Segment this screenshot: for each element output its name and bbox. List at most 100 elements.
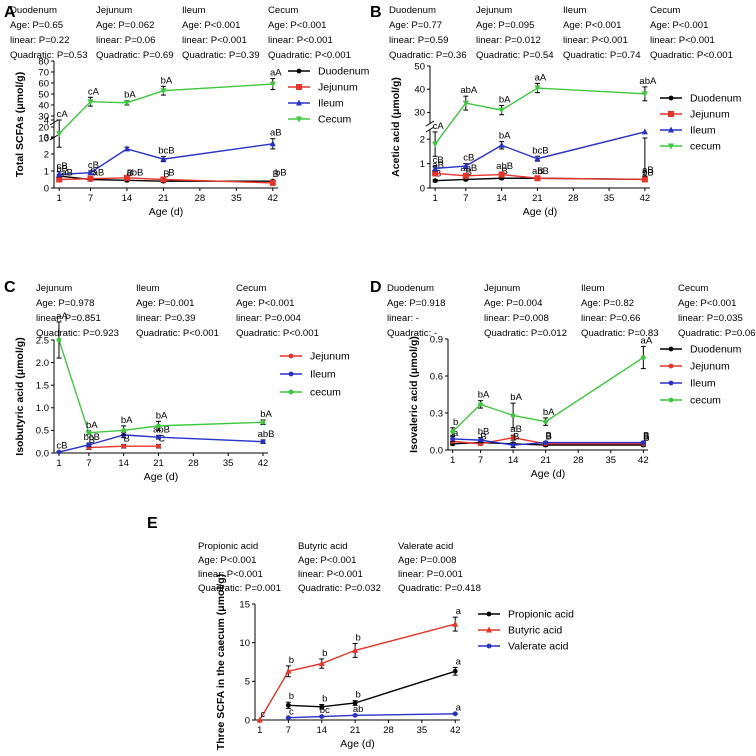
significance-label: bcB bbox=[84, 432, 100, 443]
significance-label: cA bbox=[57, 109, 69, 120]
x-tick-label: 28 bbox=[195, 193, 206, 204]
data-point bbox=[352, 700, 358, 706]
x-tick-label: 35 bbox=[231, 193, 242, 204]
stat-linear: linear: P<0.001 bbox=[268, 35, 333, 46]
significance-label: B bbox=[480, 432, 486, 443]
significance-label: bB bbox=[56, 163, 68, 174]
x-tick-label: 14 bbox=[496, 193, 507, 204]
series-ileum: bB B B B bbox=[450, 427, 650, 449]
stat-quad: Quadratic: P=0.032 bbox=[298, 583, 381, 594]
significance-label: bA bbox=[260, 409, 272, 420]
x-tick-label: 1 bbox=[450, 455, 455, 466]
legend-entry: Ileum bbox=[660, 378, 716, 390]
data-point bbox=[452, 711, 458, 717]
data-point bbox=[432, 178, 438, 184]
significance-label: B bbox=[643, 430, 649, 441]
stat-quad: Quadratic: - bbox=[387, 328, 437, 339]
data-point bbox=[269, 179, 276, 186]
data-point bbox=[534, 155, 541, 162]
stat-linear: linear: P=0.66 bbox=[581, 313, 640, 324]
panel-letter: B bbox=[370, 4, 382, 21]
significance-label: aB bbox=[510, 424, 522, 435]
y-tick-label: 70 bbox=[38, 67, 49, 78]
stat-quad: Quadratic: P=0.69 bbox=[96, 50, 174, 61]
legend-marker bbox=[668, 346, 674, 352]
significance-label: a bbox=[456, 606, 462, 617]
panel-d: D 1 7 14 21 28 35 42 0.0 0.3 0.6 0.9 Age (d) Isovaler… bbox=[370, 279, 742, 480]
significance-label: bcB bbox=[532, 145, 548, 156]
stat-age: Age: P=0.062 bbox=[96, 20, 154, 31]
data-point bbox=[640, 440, 646, 445]
stat-age: Age: P=0.77 bbox=[389, 20, 442, 31]
significance-label: bA bbox=[543, 407, 555, 418]
y-tick-label: 0.0 bbox=[36, 448, 49, 459]
data-point bbox=[432, 170, 439, 177]
stat-group: Duodenum bbox=[389, 5, 436, 16]
legend-marker bbox=[296, 68, 302, 74]
x-tick-label: 21 bbox=[540, 455, 551, 466]
data-point bbox=[121, 443, 127, 449]
legend-label: Ileum bbox=[318, 98, 344, 110]
y-tick-label: 2 bbox=[44, 149, 49, 160]
stat-age: Age: P=0.65 bbox=[10, 20, 63, 31]
legend-entry: Jejunum bbox=[280, 351, 350, 363]
data-point bbox=[160, 88, 167, 95]
y-tick-label: 30 bbox=[38, 111, 49, 122]
x-tick-label: 28 bbox=[568, 193, 579, 204]
stat-age: Age: P=0.095 bbox=[476, 20, 534, 31]
legend-entry: Jejunum bbox=[660, 361, 730, 373]
x-tick-label: 7 bbox=[88, 193, 93, 204]
significance-label: cB bbox=[88, 160, 99, 171]
x-tick-label: 35 bbox=[604, 193, 615, 204]
legend-entry: Duodenum bbox=[660, 93, 742, 105]
stat-linear: linear: P=0.012 bbox=[476, 35, 541, 46]
data-point bbox=[56, 131, 63, 138]
significance-label: aA bbox=[535, 72, 547, 83]
x-tick-label: 42 bbox=[640, 193, 651, 204]
stat-age: Age: P<0.001 bbox=[198, 555, 256, 566]
stat-age: Age: P<0.001 bbox=[298, 555, 356, 566]
x-axis-title: Age (d) bbox=[340, 738, 374, 750]
data-point bbox=[452, 668, 458, 674]
stat-linear: linear: P=0.39 bbox=[136, 313, 195, 324]
legend-entry: Ileum bbox=[280, 369, 336, 381]
y-tick-label: 0.9 bbox=[430, 334, 443, 345]
significance-label: ab bbox=[353, 704, 364, 715]
significance-label: c bbox=[289, 706, 294, 717]
series-propionic-acid: b b b a bbox=[285, 656, 462, 710]
x-tick-label: 21 bbox=[350, 725, 361, 736]
significance-label: B bbox=[643, 432, 649, 443]
significance-label: aB bbox=[270, 128, 282, 139]
y-tick-label: 2 bbox=[420, 135, 425, 146]
series-cecum: aA bA bA bA bA bbox=[56, 311, 272, 436]
legend-marker bbox=[288, 371, 294, 377]
y-tick-label: 30 bbox=[414, 108, 425, 119]
legend-label: cecum bbox=[690, 141, 721, 153]
legend-label: Propionic acid bbox=[508, 609, 574, 621]
y-tick-label: 50 bbox=[38, 89, 49, 100]
x-tick-label: 42 bbox=[450, 725, 461, 736]
y-tick-label: 5 bbox=[245, 677, 250, 688]
stat-group: Valerate acid bbox=[398, 541, 453, 552]
significance-label: b bbox=[453, 417, 458, 428]
x-tick-label: 14 bbox=[316, 725, 327, 736]
legend-marker bbox=[668, 95, 674, 101]
significance-label: b bbox=[355, 632, 360, 643]
legend-label: Jejunum bbox=[318, 82, 358, 94]
stats-block-b: Duodenum Age: P=0.77 linear: P=0.59 Quadrat… bbox=[389, 5, 733, 61]
panel-letter: E bbox=[147, 515, 158, 532]
data-point bbox=[510, 442, 516, 448]
data-point bbox=[318, 660, 325, 667]
data-point bbox=[462, 162, 469, 169]
legend-label: Jejunum bbox=[690, 361, 730, 373]
data-point bbox=[256, 716, 263, 723]
x-axis-title: Age (d) bbox=[523, 206, 557, 218]
significance-label: b bbox=[289, 655, 294, 666]
significance-label: B bbox=[546, 432, 552, 443]
significance-label: B bbox=[89, 435, 95, 446]
stat-linear: linear: P<0.001 bbox=[198, 569, 263, 580]
significance-label: B bbox=[546, 430, 552, 441]
data-point bbox=[87, 175, 94, 182]
data-point bbox=[462, 100, 469, 107]
